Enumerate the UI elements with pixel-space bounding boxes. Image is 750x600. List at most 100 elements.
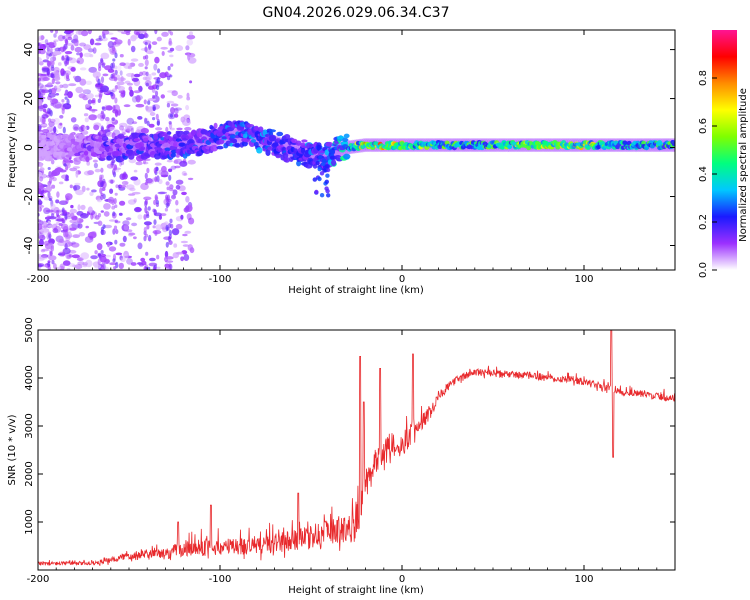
heatmap-cell xyxy=(336,136,345,140)
heatmap-cell xyxy=(315,160,320,166)
snr-panel: -200 -100 0 100 1000 2000 3000 4000 5000 Height… xyxy=(7,317,676,596)
heatmap-cell xyxy=(82,89,87,93)
heatmap-cell xyxy=(140,127,149,134)
heatmap-cell xyxy=(100,85,109,93)
spectrogram-ylabel: Frequency (Hz) xyxy=(7,112,18,188)
heatmap-cell xyxy=(161,31,169,37)
heatmap-cell xyxy=(129,187,136,192)
heatmap-cell xyxy=(100,110,104,115)
heatmap-cell xyxy=(103,224,112,229)
heatmap-cell xyxy=(105,116,110,122)
heatmap-cell xyxy=(130,45,136,53)
heatmap-cell xyxy=(137,116,143,120)
heatmap-cell xyxy=(143,214,147,220)
heatmap-cell xyxy=(66,56,70,61)
heatmap-cell xyxy=(72,75,77,79)
heatmap-cell xyxy=(65,197,69,205)
heatmap-cell xyxy=(180,240,188,244)
heatmap-cell xyxy=(53,39,59,43)
heatmap-cell xyxy=(64,243,68,250)
heatmap-cell xyxy=(53,145,58,152)
spectrogram-x-ticks: -200 -100 0 100 xyxy=(27,30,676,285)
heatmap-cell xyxy=(166,102,170,108)
heatmap-cell xyxy=(180,214,184,220)
heatmap-cell xyxy=(112,58,116,62)
heatmap-cell xyxy=(74,182,81,186)
heatmap-cell xyxy=(87,170,94,176)
heatmap-cell xyxy=(148,123,155,128)
heatmap-cell xyxy=(112,258,116,263)
heatmap-cell xyxy=(166,100,175,104)
heatmap-cell xyxy=(187,159,196,165)
heatmap-cell xyxy=(221,136,228,140)
heatmap-cell xyxy=(50,203,56,210)
heatmap-cell xyxy=(137,214,143,220)
heatmap-cell xyxy=(38,56,42,63)
heatmap-cell xyxy=(169,218,173,224)
heatmap-cell xyxy=(51,213,55,218)
heatmap-cell xyxy=(178,142,186,147)
heatmap-cell xyxy=(42,77,50,81)
heatmap-cell xyxy=(70,117,77,123)
heatmap-cell xyxy=(145,251,149,256)
heatmap-cell xyxy=(164,147,171,152)
heatmap-cell xyxy=(114,69,118,75)
heatmap-cell xyxy=(170,63,174,67)
heatmap-cell xyxy=(51,260,55,265)
heatmap-cell xyxy=(38,200,43,205)
heatmap-cell xyxy=(47,82,53,86)
heatmap-cell xyxy=(168,30,172,34)
heatmap-cell xyxy=(79,67,87,71)
heatmap-cell xyxy=(112,211,116,217)
heatmap-cell xyxy=(153,266,157,270)
heatmap-cell xyxy=(188,217,195,225)
spectrogram-heatmap xyxy=(38,30,675,270)
heatmap-cell xyxy=(142,158,147,165)
heatmap-cell xyxy=(52,228,59,234)
heatmap-cell xyxy=(334,155,342,158)
heatmap-cell xyxy=(92,47,97,54)
heatmap-cell xyxy=(317,176,322,182)
heatmap-cell xyxy=(40,124,48,127)
heatmap-cell xyxy=(143,99,147,105)
heatmap-cell xyxy=(63,70,67,74)
heatmap-cell xyxy=(137,242,143,250)
heatmap-cell xyxy=(38,171,43,177)
heatmap-cell xyxy=(153,133,159,140)
heatmap-cell xyxy=(48,171,52,178)
heatmap-cell xyxy=(78,232,86,237)
heatmap-cell xyxy=(82,262,88,266)
heatmap-cell xyxy=(51,66,55,72)
heatmap-cell xyxy=(111,45,116,52)
heatmap-cell xyxy=(147,266,151,270)
heatmap-cell xyxy=(128,193,136,196)
heatmap-cell xyxy=(314,189,319,195)
heatmap-cell xyxy=(333,140,340,145)
heatmap-cell xyxy=(53,47,58,51)
heatmap-cell xyxy=(312,157,318,162)
heatmap-cell xyxy=(109,126,116,131)
y-tick-label: 5000 xyxy=(24,317,35,342)
heatmap-cell xyxy=(97,78,101,86)
heatmap-cell xyxy=(90,213,94,220)
heatmap-cell xyxy=(42,225,48,229)
heatmap-cell xyxy=(167,75,171,81)
heatmap-cell xyxy=(50,56,57,62)
heatmap-cell xyxy=(133,138,141,142)
heatmap-cell xyxy=(85,80,93,86)
heatmap-cell xyxy=(174,165,181,169)
heatmap-cell xyxy=(132,121,138,125)
heatmap-cell xyxy=(115,252,123,256)
heatmap-cell xyxy=(38,234,43,239)
heatmap-cell xyxy=(102,178,106,184)
heatmap-cell xyxy=(71,242,80,248)
heatmap-cell xyxy=(144,46,148,53)
heatmap-cell xyxy=(64,30,74,34)
heatmap-cell xyxy=(50,87,57,95)
heatmap-cell xyxy=(89,140,94,147)
y-tick-label: -20 xyxy=(22,188,35,206)
heatmap-cell xyxy=(70,44,75,51)
heatmap-cell xyxy=(133,169,138,173)
heatmap-cell xyxy=(161,51,165,56)
heatmap-cell xyxy=(61,251,65,257)
